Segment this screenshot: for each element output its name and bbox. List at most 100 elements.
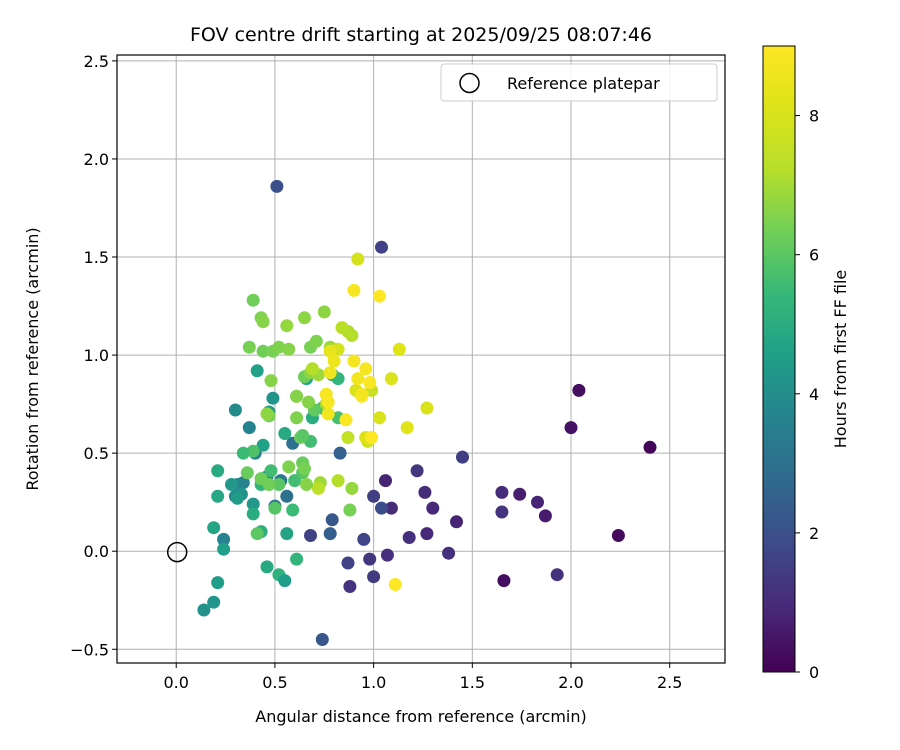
scatter-point [351,252,365,266]
scatter-point [272,478,286,491]
scatter-point [242,340,256,354]
scatter-point [278,574,292,588]
scatter-point [495,505,509,519]
scatter-point [456,450,469,464]
scatter-point [296,429,310,442]
scatter-point [298,462,311,476]
scatter-point [384,501,398,515]
scatter-point [207,595,221,609]
scatter-point [290,411,304,425]
scatter-point [343,580,357,593]
scatter-point [288,474,302,488]
scatter-point [278,427,292,440]
scatter-point [426,501,440,515]
data-points [197,179,657,646]
scatter-point [260,407,274,421]
colorbar-tick-label: 4 [809,385,819,404]
scatter-point [418,485,432,499]
scatter-point [333,446,347,460]
colorbar-tick-label: 2 [809,524,819,543]
scatter-point [230,491,244,505]
y-tick-label: 0.0 [84,542,109,561]
scatter-point [343,503,357,517]
scatter-point [250,527,264,541]
scatter-point [256,315,270,329]
colorbar [762,45,796,673]
colorbar-tick-label: 8 [809,107,819,126]
scatter-point [272,340,286,354]
scatter-point [240,466,254,480]
legend: Reference platepar [440,63,718,102]
scatter-point [341,431,355,444]
scatter-point [300,478,313,491]
reference-platepar-marker [166,541,188,563]
scatter-point [450,515,463,529]
scatter-point [268,501,282,515]
scatter-point [298,311,311,325]
y-tick-label: 1.0 [84,346,109,365]
scatter-point [538,509,552,523]
x-tick-label: 0.5 [262,673,287,692]
grid-lines [117,55,725,663]
scatter-point [341,556,355,570]
scatter-point [321,395,335,409]
scatter-point [325,513,339,527]
scatter-point [611,529,625,542]
y-tick-label: −0.5 [70,640,109,659]
scatter-point [495,485,509,499]
legend-label-reference: Reference platepar [507,74,660,93]
scatter-point [572,383,586,397]
scatter-point [347,283,361,297]
scatter-point [351,372,365,386]
scatter-point [379,474,392,488]
scatter-point [375,240,388,254]
scatter-point [345,329,359,342]
scatter-point [311,481,325,495]
scatter-point [304,529,317,542]
scatter-point [367,489,381,503]
x-tick-label: 1.0 [361,673,386,692]
scatter-point [211,576,225,590]
scatter-point [225,478,238,491]
colorbar-tick-label: 6 [809,246,819,265]
scatter-point [260,560,274,574]
scatter-point [302,395,315,409]
scatter-point [246,444,260,458]
scatter-point [402,531,416,544]
scatter-point [305,362,319,376]
scatter-point [331,474,345,488]
scatter-point [286,503,300,517]
scatter-point [246,507,260,521]
scatter-point [327,354,341,368]
scatter-point [373,289,386,303]
scatter-point [339,413,353,427]
scatter-point [384,372,398,386]
scatter-point [246,497,260,511]
y-tick-label: 1.5 [84,248,109,267]
y-axis-label: Rotation from reference (arcmin) [23,227,42,490]
scatter-point [513,487,527,501]
scatter-point [280,319,294,333]
x-tick-label: 2.5 [657,673,682,692]
scatter-point [355,387,369,401]
scatter-point [323,344,337,358]
scatter-point [367,570,381,584]
x-tick-label: 0.0 [163,673,188,692]
scatter-point [264,464,278,478]
scatter-point [564,421,578,435]
y-tick-label: 2.0 [84,150,109,169]
chart-title: FOV centre drift starting at 2025/09/25 … [190,24,652,46]
legend-marker-icon [459,72,480,94]
scatter-point [335,321,349,335]
scatter-point [420,401,434,415]
scatter-point [217,532,231,546]
scatter-point [365,431,379,444]
scatter-point [643,440,657,454]
scatter-point [228,403,242,417]
x-tick-label: 2.0 [558,673,583,692]
scatter-point [211,489,225,503]
scatter-point [256,438,270,452]
scatter-point [550,568,564,582]
scatter-point [420,527,434,541]
